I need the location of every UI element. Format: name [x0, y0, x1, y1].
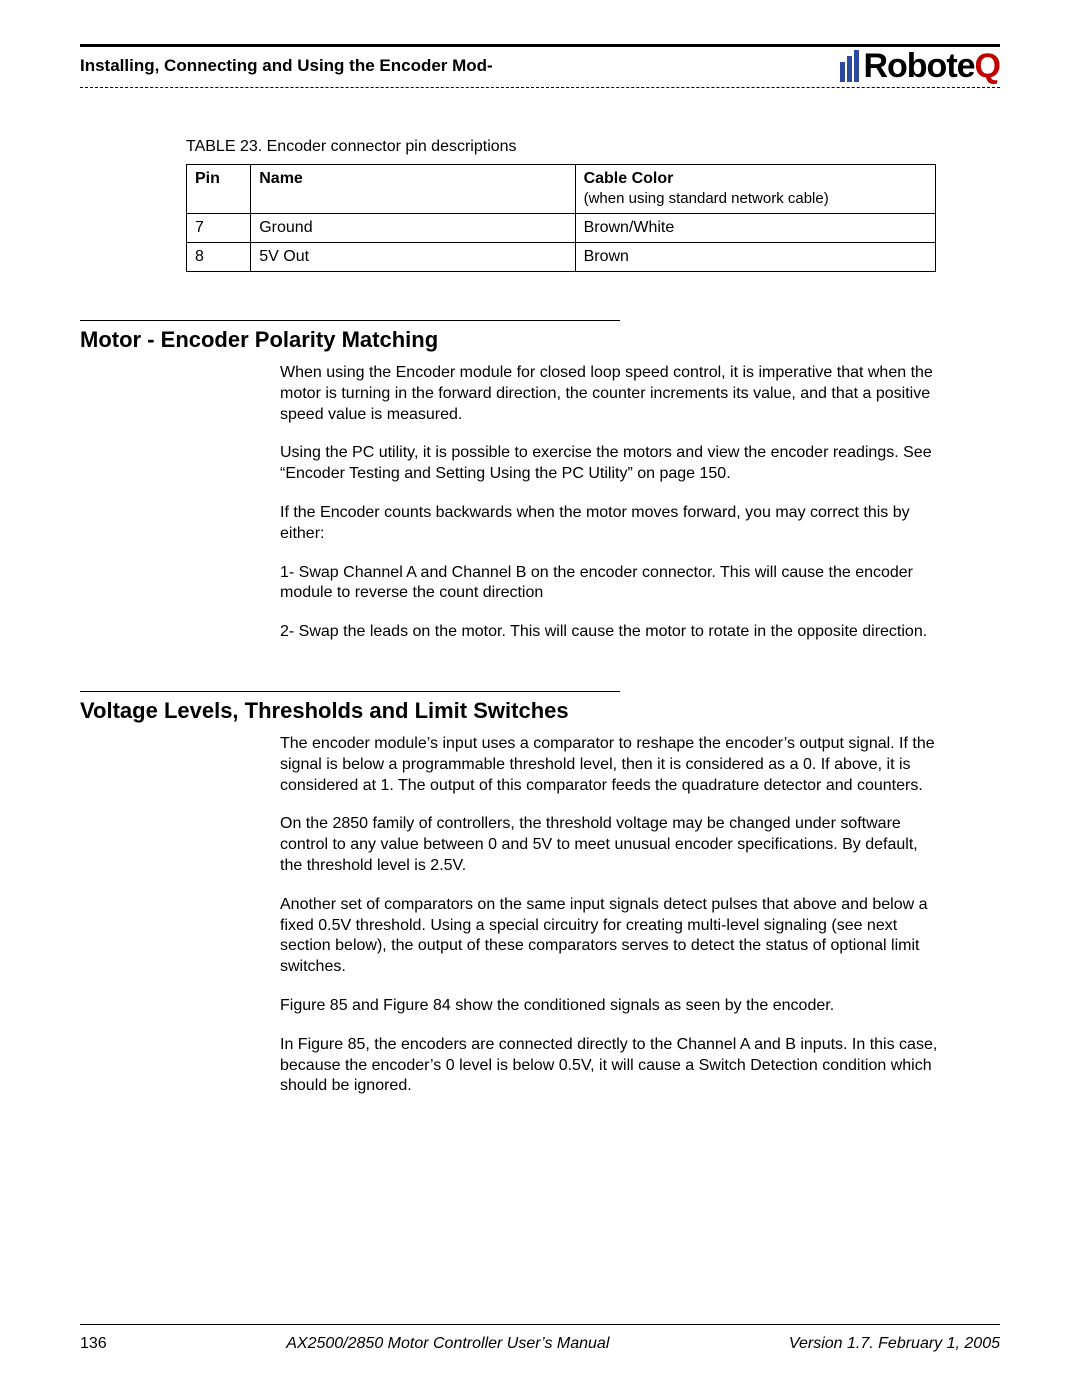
top-rule — [80, 44, 1000, 47]
footer-row: 136 AX2500/2850 Motor Controller User’s … — [80, 1335, 1000, 1353]
th-color-main: Cable Color — [584, 170, 674, 187]
content: TABLE 23. Encoder connector pin descript… — [80, 88, 1000, 1097]
paragraph: In Figure 85, the encoders are connected… — [280, 1035, 940, 1097]
paragraph: When using the Encoder module for closed… — [280, 363, 940, 425]
table-row: 8 5V Out Brown — [187, 243, 936, 272]
footer-rule — [80, 1324, 1000, 1325]
logo-bars-icon — [840, 50, 859, 82]
th-name: Name — [251, 165, 575, 214]
page: Installing, Connecting and Using the Enc… — [0, 0, 1080, 1397]
th-color-sub: (when using standard network cable) — [584, 190, 829, 207]
section-motor-encoder: Motor - Encoder Polarity Matching When u… — [80, 320, 1000, 643]
cell-name: 5V Out — [251, 243, 575, 272]
paragraph: Using the PC utility, it is possible to … — [280, 443, 940, 485]
manual-title: AX2500/2850 Motor Controller User’s Manu… — [286, 1335, 609, 1353]
section-title: Motor - Encoder Polarity Matching — [80, 327, 1000, 353]
table-row: 7 Ground Brown/White — [187, 214, 936, 243]
paragraph: Figure 85 and Figure 84 show the conditi… — [280, 996, 940, 1017]
section-voltage-levels: Voltage Levels, Thresholds and Limit Swi… — [80, 691, 1000, 1097]
section-rule — [80, 320, 620, 321]
section-rule — [80, 691, 620, 692]
cell-name: Ground — [251, 214, 575, 243]
paragraph: 1- Swap Channel A and Channel B on the e… — [280, 563, 940, 605]
logo-text-q: Q — [975, 47, 1000, 85]
version: Version 1.7. February 1, 2005 — [789, 1335, 1000, 1353]
breadcrumb: Installing, Connecting and Using the Enc… — [80, 56, 493, 76]
encoder-table: Pin Name Cable Color (when using standar… — [186, 164, 936, 272]
page-number: 136 — [80, 1335, 107, 1353]
th-pin: Pin — [187, 165, 251, 214]
section-body: The encoder module’s input uses a compar… — [280, 734, 940, 1097]
cell-pin: 8 — [187, 243, 251, 272]
cell-pin: 7 — [187, 214, 251, 243]
footer: 136 AX2500/2850 Motor Controller User’s … — [80, 1324, 1000, 1353]
cell-color: Brown — [575, 243, 935, 272]
section-body: When using the Encoder module for closed… — [280, 363, 940, 643]
paragraph: If the Encoder counts backwards when the… — [280, 503, 940, 545]
logo-text: RoboteQ — [863, 49, 1000, 83]
table-header-row: Pin Name Cable Color (when using standar… — [187, 165, 936, 214]
section-title: Voltage Levels, Thresholds and Limit Swi… — [80, 698, 1000, 724]
header: Installing, Connecting and Using the Enc… — [80, 49, 1000, 88]
paragraph: The encoder module’s input uses a compar… — [280, 734, 940, 796]
logo: RoboteQ — [840, 49, 1000, 83]
cell-color: Brown/White — [575, 214, 935, 243]
logo-text-main: Robote — [863, 47, 974, 85]
th-color: Cable Color (when using standard network… — [575, 165, 935, 214]
paragraph: On the 2850 family of controllers, the t… — [280, 814, 940, 876]
table-caption: TABLE 23. Encoder connector pin descript… — [186, 138, 1000, 156]
paragraph: Another set of comparators on the same i… — [280, 895, 940, 978]
paragraph: 2- Swap the leads on the motor. This wil… — [280, 622, 940, 643]
